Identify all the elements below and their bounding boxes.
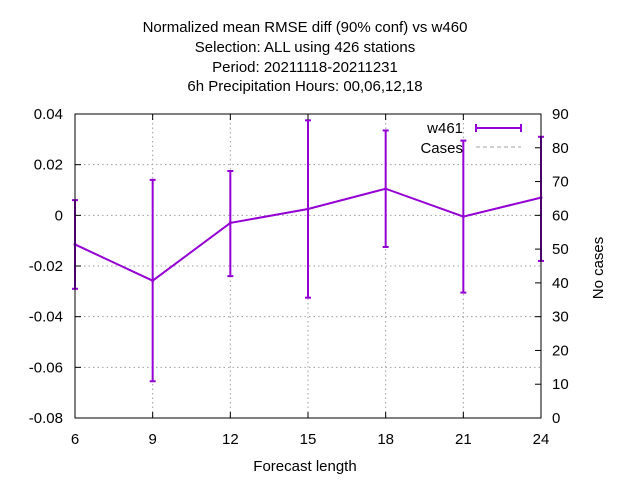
legend: w461 Cases (420, 120, 522, 157)
error-bar (305, 119, 311, 299)
legend-label-w461: w461 (426, 120, 463, 137)
y-tick-label: 0.02 (34, 157, 63, 174)
y-tick-label: -0.04 (29, 309, 63, 326)
legend-key-w461 (475, 124, 522, 132)
error-bar (227, 170, 234, 278)
data-point (151, 279, 155, 283)
x-axis-tick-labels: 6 9 12 15 18 21 24 (71, 431, 550, 448)
y-tick-label: 0 (55, 207, 63, 224)
y-axis-tick-labels: -0.08 -0.06 -0.04 -0.02 0 0.02 0.04 (29, 106, 63, 427)
x-axis-label: Forecast length (253, 458, 356, 475)
y2-tick-label: 30 (552, 309, 569, 326)
w461-series (72, 119, 544, 383)
axis-ticks (74, 113, 542, 419)
error-bar (460, 139, 467, 294)
data-point (228, 221, 232, 225)
x-tick-label: 24 (533, 431, 550, 448)
y2-tick-label: 10 (552, 376, 569, 393)
x-tick-label: 18 (377, 431, 394, 448)
title-line: Selection: ALL using 426 stations (195, 39, 415, 56)
y2-tick-label: 50 (552, 241, 569, 258)
y2-tick-label: 60 (552, 207, 569, 224)
x-tick-label: 15 (300, 431, 317, 448)
y2-tick-label: 70 (552, 174, 569, 191)
y2-axis-label: No cases (590, 237, 607, 300)
error-bar (382, 129, 389, 248)
data-point (384, 187, 388, 191)
x-tick-label: 21 (455, 431, 472, 448)
error-bar (149, 178, 156, 383)
title-line: Period: 20211118-20211231 (212, 59, 398, 76)
x-tick-label: 12 (222, 431, 239, 448)
y-tick-label: 0.04 (34, 106, 63, 123)
y2-tick-label: 90 (552, 106, 569, 123)
y2-tick-label: 40 (552, 275, 569, 292)
chart-title: Normalized mean RMSE diff (90% conf) vs … (143, 19, 468, 95)
y-tick-label: -0.06 (29, 359, 63, 376)
y-tick-label: -0.08 (29, 410, 63, 427)
y2-tick-label: 0 (552, 410, 560, 427)
legend-label-cases: Cases (420, 140, 463, 157)
y2-tick-label: 80 (552, 140, 569, 157)
y-tick-label: -0.02 (29, 258, 63, 275)
title-line: 6h Precipitation Hours: 00,06,12,18 (187, 78, 422, 95)
data-point (461, 215, 465, 219)
y2-axis-tick-labels: 0 10 20 30 40 50 60 70 80 90 (552, 106, 569, 427)
data-point (306, 207, 310, 211)
x-tick-label: 6 (71, 431, 79, 448)
title-line: Normalized mean RMSE diff (90% conf) vs … (143, 19, 468, 36)
x-tick-label: 9 (148, 431, 156, 448)
y2-tick-label: 20 (552, 342, 569, 359)
